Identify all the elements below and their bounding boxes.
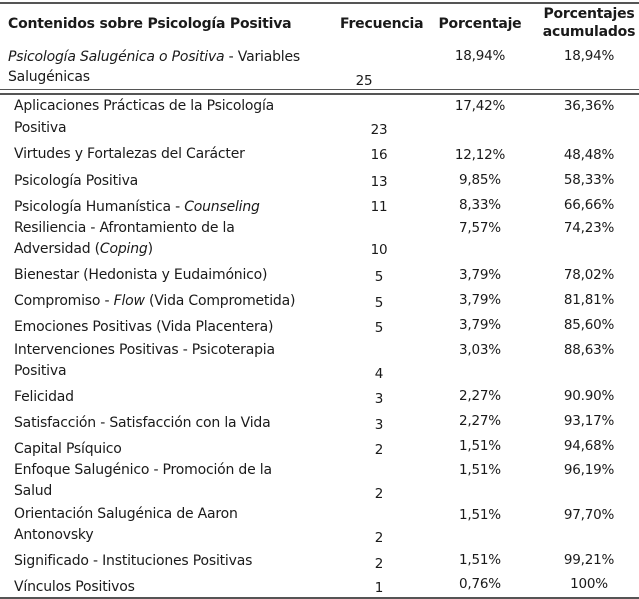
row-cumulative: 66,66%	[563, 197, 615, 213]
row-label: Virtudes y Fortalezas del Carácter	[14, 146, 245, 162]
group-percent: 18,94%	[454, 48, 506, 64]
header-content: Contenidos sobre Psicología Positiva	[8, 16, 292, 32]
row-frequency: 3	[374, 391, 384, 407]
header-cumulative-line2: acumulados	[542, 24, 636, 40]
row-frequency: 2	[374, 486, 384, 502]
row-percent: 1,51%	[459, 507, 501, 523]
row-percent: 1,51%	[459, 438, 501, 454]
row-label-line2: Positiva	[14, 120, 67, 136]
row-percent: 1,51%	[459, 552, 501, 568]
row-label-line2: Adversidad (Coping)	[14, 241, 153, 257]
row-cumulative: 74,23%	[563, 220, 615, 236]
row-cumulative: 48,48%	[563, 147, 615, 163]
row-percent: 8,33%	[459, 197, 501, 213]
row-frequency: 1	[374, 580, 384, 596]
row-percent: 17,42%	[454, 98, 506, 114]
group-frequency: 25	[355, 73, 373, 89]
row-cumulative: 90.90%	[563, 388, 615, 404]
row-cumulative: 88,63%	[563, 342, 615, 358]
row-frequency: 2	[374, 556, 384, 572]
row-frequency: 11	[370, 199, 388, 215]
row-percent: 2,27%	[459, 413, 501, 429]
row-cumulative: 85,60%	[563, 317, 615, 333]
row-label: Bienestar (Hedonista y Eudaimónico)	[14, 267, 268, 283]
row-cumulative: 81,81%	[563, 292, 615, 308]
row-percent: 3,79%	[459, 317, 501, 333]
row-label: Orientación Salugénica de Aaron	[14, 506, 238, 522]
row-frequency: 10	[370, 242, 388, 258]
row-label-line2: Positiva	[14, 363, 67, 379]
row-label: Satisfacción - Satisfacción con la Vida	[14, 415, 271, 431]
row-label: Significado - Instituciones Positivas	[14, 553, 253, 569]
row-cumulative: 36,36%	[563, 98, 615, 114]
row-label: Psicología Humanística - Counseling	[14, 199, 260, 215]
row-percent: 9,85%	[459, 172, 501, 188]
row-frequency: 3	[374, 417, 384, 433]
row-label-line2: Salud	[14, 483, 53, 499]
row-cumulative: 93,17%	[563, 413, 615, 429]
row-percent: 3,03%	[459, 342, 501, 358]
row-cumulative: 97,70%	[563, 507, 615, 523]
row-label: Intervenciones Positivas - Psicoterapia	[14, 342, 275, 358]
group-label-line1: Psicología Salugénica o Positiva - Varia…	[8, 49, 300, 65]
row-frequency: 5	[374, 295, 384, 311]
row-cumulative: 100%	[570, 576, 608, 592]
row-frequency: 13	[370, 174, 388, 190]
row-percent: 2,27%	[459, 388, 501, 404]
group-divider-thick	[0, 93, 639, 95]
row-cumulative: 94,68%	[563, 438, 615, 454]
header-frequency: Frecuencia	[340, 16, 424, 32]
table-bottom-rule	[0, 597, 639, 599]
row-frequency: 5	[374, 320, 384, 336]
row-frequency: 2	[374, 442, 384, 458]
row-label: Capital Psíquico	[14, 441, 122, 457]
row-label: Resiliencia - Afrontamiento de la	[14, 220, 235, 236]
row-label: Compromiso - Flow (Vida Comprometida)	[14, 293, 296, 309]
row-label: Enfoque Salugénico - Promoción de la	[14, 462, 272, 478]
row-frequency: 16	[370, 147, 388, 163]
header-percent: Porcentaje	[438, 16, 522, 32]
table-top-rule	[0, 2, 639, 4]
row-label-line2: Antonovsky	[14, 527, 94, 543]
header-cumulative-line1: Porcentajes	[543, 6, 635, 22]
row-percent: 12,12%	[454, 147, 506, 163]
row-label: Emociones Positivas (Vida Placentera)	[14, 319, 274, 335]
row-frequency: 5	[374, 269, 384, 285]
row-percent: 3,79%	[459, 267, 501, 283]
group-divider-thin	[0, 89, 639, 90]
row-frequency: 4	[374, 366, 384, 382]
row-percent: 0,76%	[459, 576, 501, 592]
row-percent: 3,79%	[459, 292, 501, 308]
row-label: Psicología Positiva	[14, 173, 139, 189]
row-label: Felicidad	[14, 389, 74, 405]
row-cumulative: 99,21%	[563, 552, 615, 568]
row-cumulative: 96,19%	[563, 462, 615, 478]
row-label: Aplicaciones Prácticas de la Psicología	[14, 98, 275, 114]
row-percent: 1,51%	[459, 462, 501, 478]
group-cumulative: 18,94%	[563, 48, 615, 64]
group-label-line2: Salugénicas	[8, 69, 90, 85]
row-frequency: 23	[370, 122, 388, 138]
row-label: Vínculos Positivos	[14, 579, 135, 595]
row-frequency: 2	[374, 530, 384, 546]
row-cumulative: 58,33%	[563, 172, 615, 188]
row-percent: 7,57%	[459, 220, 501, 236]
row-cumulative: 78,02%	[563, 267, 615, 283]
